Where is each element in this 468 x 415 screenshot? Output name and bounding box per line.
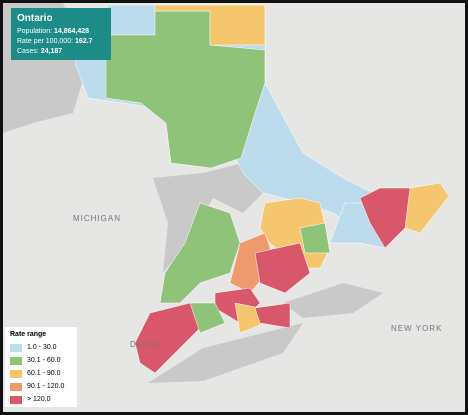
legend: Rate range 1.0 - 30.0 30.1 - 60.0 60.1 - 9… xyxy=(5,327,77,407)
info-value: 24,187 xyxy=(40,48,63,55)
region[interactable] xyxy=(159,202,241,304)
legend-swatch xyxy=(10,343,22,352)
region[interactable] xyxy=(404,182,450,234)
legend-title: Rate range xyxy=(10,331,47,338)
info-row: Population: 14,864,428 xyxy=(17,27,105,37)
info-label: Rate per 100,000: xyxy=(17,38,74,45)
info-label: Population: xyxy=(17,28,53,35)
legend-label: > 120.0 xyxy=(27,396,51,403)
info-label: Cases: xyxy=(17,48,39,55)
legend-item: 1.0 - 30.0 xyxy=(10,341,72,354)
regions xyxy=(74,4,450,374)
info-row: Cases: 24,187 xyxy=(17,47,105,57)
region[interactable] xyxy=(254,302,291,329)
legend-item: 60.1 - 90.0 xyxy=(10,367,72,380)
legend-item: 90.1 - 120.0 xyxy=(10,380,72,393)
legend-swatch xyxy=(10,369,22,378)
legend-label: 90.1 - 120.0 xyxy=(27,383,65,390)
info-box: Ontario Population: 14,864,428 Rate per 1… xyxy=(11,8,111,60)
region[interactable] xyxy=(154,4,266,46)
map-label: MICHIGAN xyxy=(73,214,121,223)
legend-label: 60.1 - 90.0 xyxy=(27,370,61,377)
region[interactable] xyxy=(189,302,226,334)
info-value: 162.7 xyxy=(75,38,93,45)
legend-label: 1.0 - 30.0 xyxy=(27,344,57,351)
legend-swatch xyxy=(10,395,22,404)
map-label: Detroit xyxy=(130,340,161,349)
legend-swatch xyxy=(10,356,22,365)
legend-item: 30.1 - 60.0 xyxy=(10,354,72,367)
info-value: 14,864,428 xyxy=(53,28,90,35)
legend-swatch xyxy=(10,382,22,391)
map-label: NEW YORK xyxy=(391,324,442,333)
legend-item: > 120.0 xyxy=(10,393,72,406)
map: MICHIGAN NEW YORK Detroit xyxy=(3,3,450,383)
region[interactable] xyxy=(254,242,311,294)
region[interactable] xyxy=(299,222,331,254)
info-row: Rate per 100,000: 162.7 xyxy=(17,37,105,47)
info-title: Ontario xyxy=(17,13,53,24)
legend-label: 30.1 - 60.0 xyxy=(27,357,61,364)
